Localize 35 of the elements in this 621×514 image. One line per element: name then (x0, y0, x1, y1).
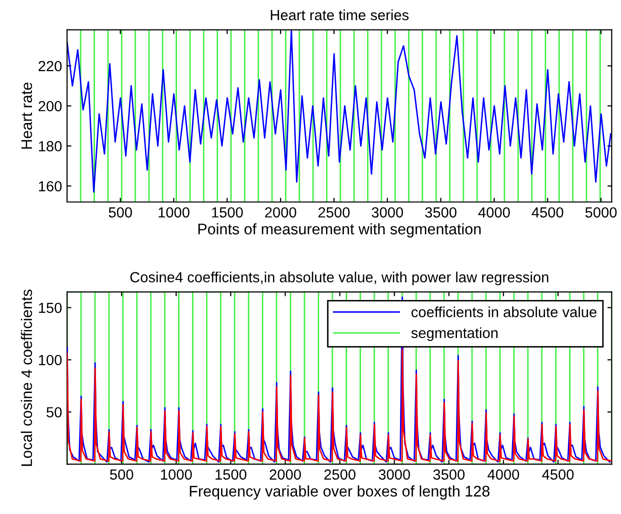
x-tick-label: 500 (108, 207, 132, 218)
x-tick-label: 500 (110, 469, 134, 480)
y-tick-label: 220 (38, 60, 62, 72)
x-tick-label: 2000 (270, 469, 301, 480)
x-tick-label: 4000 (488, 469, 520, 480)
chart-title: Heart rate time series (270, 10, 409, 20)
x-tick-label: 1000 (158, 207, 190, 218)
x-axis-title: Frequency variable over boxes of length 128 (190, 485, 490, 500)
x-tick-label: 1500 (212, 207, 243, 218)
x-tick-label: 3000 (378, 469, 410, 480)
y-tick-label: 150 (38, 302, 62, 314)
y-axis-title: Heart rate (21, 82, 32, 149)
x-tick-label: 3000 (372, 207, 404, 218)
x-tick-label: 3500 (425, 207, 456, 218)
y-tick-label: 160 (38, 181, 62, 192)
x-tick-label: 3500 (433, 469, 465, 480)
x-tick-label: 4000 (478, 207, 510, 218)
x-tick-label: 2000 (265, 207, 296, 218)
y-axis-title: Local cosine 4 coefficients (20, 290, 32, 466)
x-tick-label: 4500 (542, 469, 574, 480)
legend-label: segmentation (411, 327, 498, 342)
y-tick-label: 180 (38, 141, 62, 152)
legend-label: coefficients in absolute value (412, 306, 596, 318)
x-tick-label: 4500 (532, 207, 564, 218)
x-axis-title: Points of measurement with segmentation (198, 223, 481, 238)
chart-title: Cosine4 coefficients,in absolute value, with power law regression (130, 272, 548, 286)
y-tick-label: 100 (38, 354, 62, 366)
x-tick-label: 2500 (318, 207, 350, 218)
y-tick-label: 200 (38, 100, 62, 112)
line-series (67, 348, 612, 462)
x-tick-label: 5000 (585, 207, 617, 218)
x-tick-label: 2500 (324, 469, 356, 480)
x-tick-label: 1500 (216, 469, 246, 480)
y-tick-label: 50 (46, 407, 62, 418)
x-tick-label: 1000 (161, 469, 192, 480)
